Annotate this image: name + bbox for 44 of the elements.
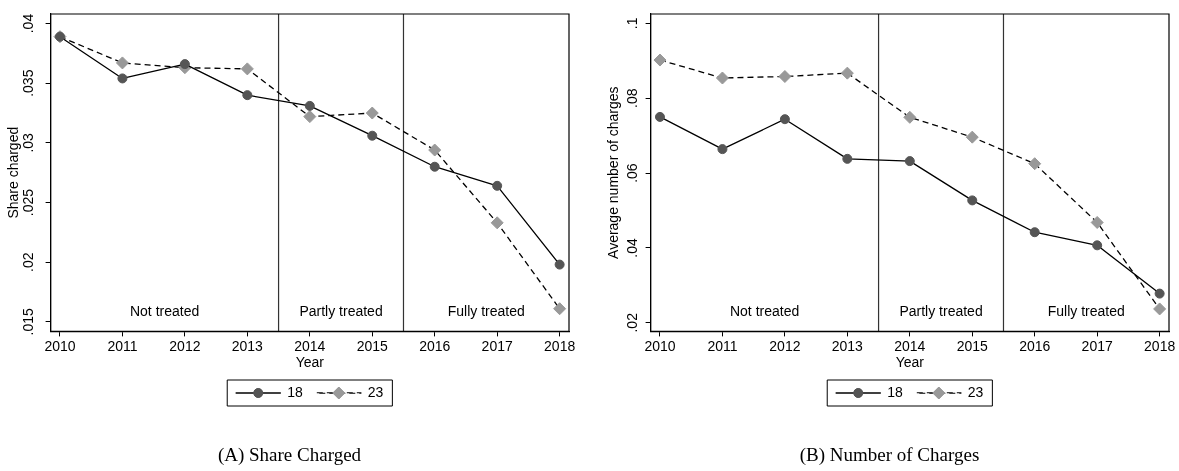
y-tick-label: .08 <box>623 88 640 108</box>
x-tick-label: 2018 <box>1144 337 1176 354</box>
x-tick-label: 2016 <box>1019 337 1051 354</box>
text: (A) Share Charged <box>216 443 363 467</box>
x-tick-label: 2011 <box>107 337 138 354</box>
legend-label: 18 <box>287 383 304 400</box>
y-tick-label: .04 <box>19 13 36 34</box>
x-tick-label: 2011 <box>707 337 738 354</box>
x-axis-title: Year <box>295 354 325 371</box>
y-axis-title: Share charged <box>5 126 22 219</box>
x-tick-label: 2016 <box>419 337 451 354</box>
x-tick-label: 2010 <box>644 337 676 354</box>
x-tick-label: 2010 <box>44 337 76 354</box>
y-tick-label: .06 <box>623 163 640 183</box>
legend-label: 23 <box>967 383 984 400</box>
y-axis-title: Average number of charges <box>605 86 622 259</box>
x-tick-label: 2014 <box>894 337 926 354</box>
text: (B) Number of Charges <box>798 443 981 467</box>
legend-label: 23 <box>367 383 384 400</box>
x-axis-title: Year <box>895 354 925 371</box>
y-tick-label: .02 <box>623 312 640 333</box>
x-tick-label: 2013 <box>231 337 264 354</box>
x-tick-label: 2013 <box>831 337 864 354</box>
annotation: Fully treated <box>1047 303 1125 320</box>
annotation: Not treated <box>729 303 800 320</box>
y-tick-label: .025 <box>19 188 36 217</box>
y-tick-label: .015 <box>19 308 36 336</box>
y-tick-label: .02 <box>19 252 36 272</box>
x-tick-label: 2017 <box>481 337 513 354</box>
x-tick-label: 2012 <box>169 337 201 354</box>
annotation: Partly treated <box>899 303 983 320</box>
x-tick-label: 2015 <box>356 337 389 354</box>
y-tick-label: .1 <box>623 17 640 30</box>
annotation: Not treated <box>129 303 200 320</box>
x-tick-label: 2018 <box>544 337 576 354</box>
x-tick-label: 2017 <box>1081 337 1113 354</box>
x-tick-label: 2015 <box>956 337 989 354</box>
x-tick-label: 2014 <box>294 337 326 354</box>
x-tick-label: 2012 <box>769 337 801 354</box>
legend-label: 18 <box>887 383 904 400</box>
annotation: Fully treated <box>447 303 525 320</box>
y-tick-label: .035 <box>19 69 36 97</box>
annotation: Partly treated <box>299 303 383 320</box>
y-tick-label: .04 <box>623 237 640 258</box>
